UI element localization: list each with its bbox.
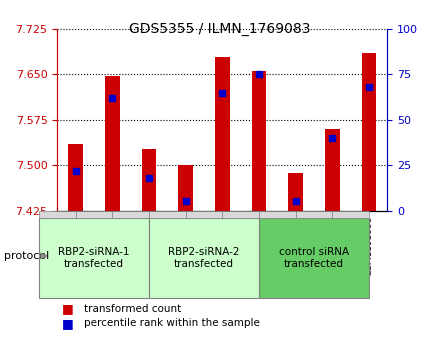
Text: transformed count: transformed count	[84, 303, 181, 314]
Bar	[215, 57, 230, 211]
Bar	[178, 165, 193, 211]
Text: control siRNA
transfected: control siRNA transfected	[279, 247, 349, 269]
Bar	[325, 129, 340, 211]
Bar	[68, 144, 83, 211]
Text: RBP2-siRNA-2
transfected: RBP2-siRNA-2 transfected	[168, 247, 240, 269]
Text: ■: ■	[62, 302, 73, 315]
Text: RBP2-siRNA-1
transfected: RBP2-siRNA-1 transfected	[58, 247, 130, 269]
Text: protocol: protocol	[4, 251, 50, 261]
Text: ■: ■	[62, 317, 73, 330]
Text: percentile rank within the sample: percentile rank within the sample	[84, 318, 260, 328]
Bar	[252, 72, 266, 211]
Bar	[142, 149, 156, 211]
Bar	[288, 173, 303, 211]
Text: GDS5355 / ILMN_1769083: GDS5355 / ILMN_1769083	[129, 22, 311, 36]
Bar	[105, 76, 120, 211]
Bar	[362, 53, 376, 211]
